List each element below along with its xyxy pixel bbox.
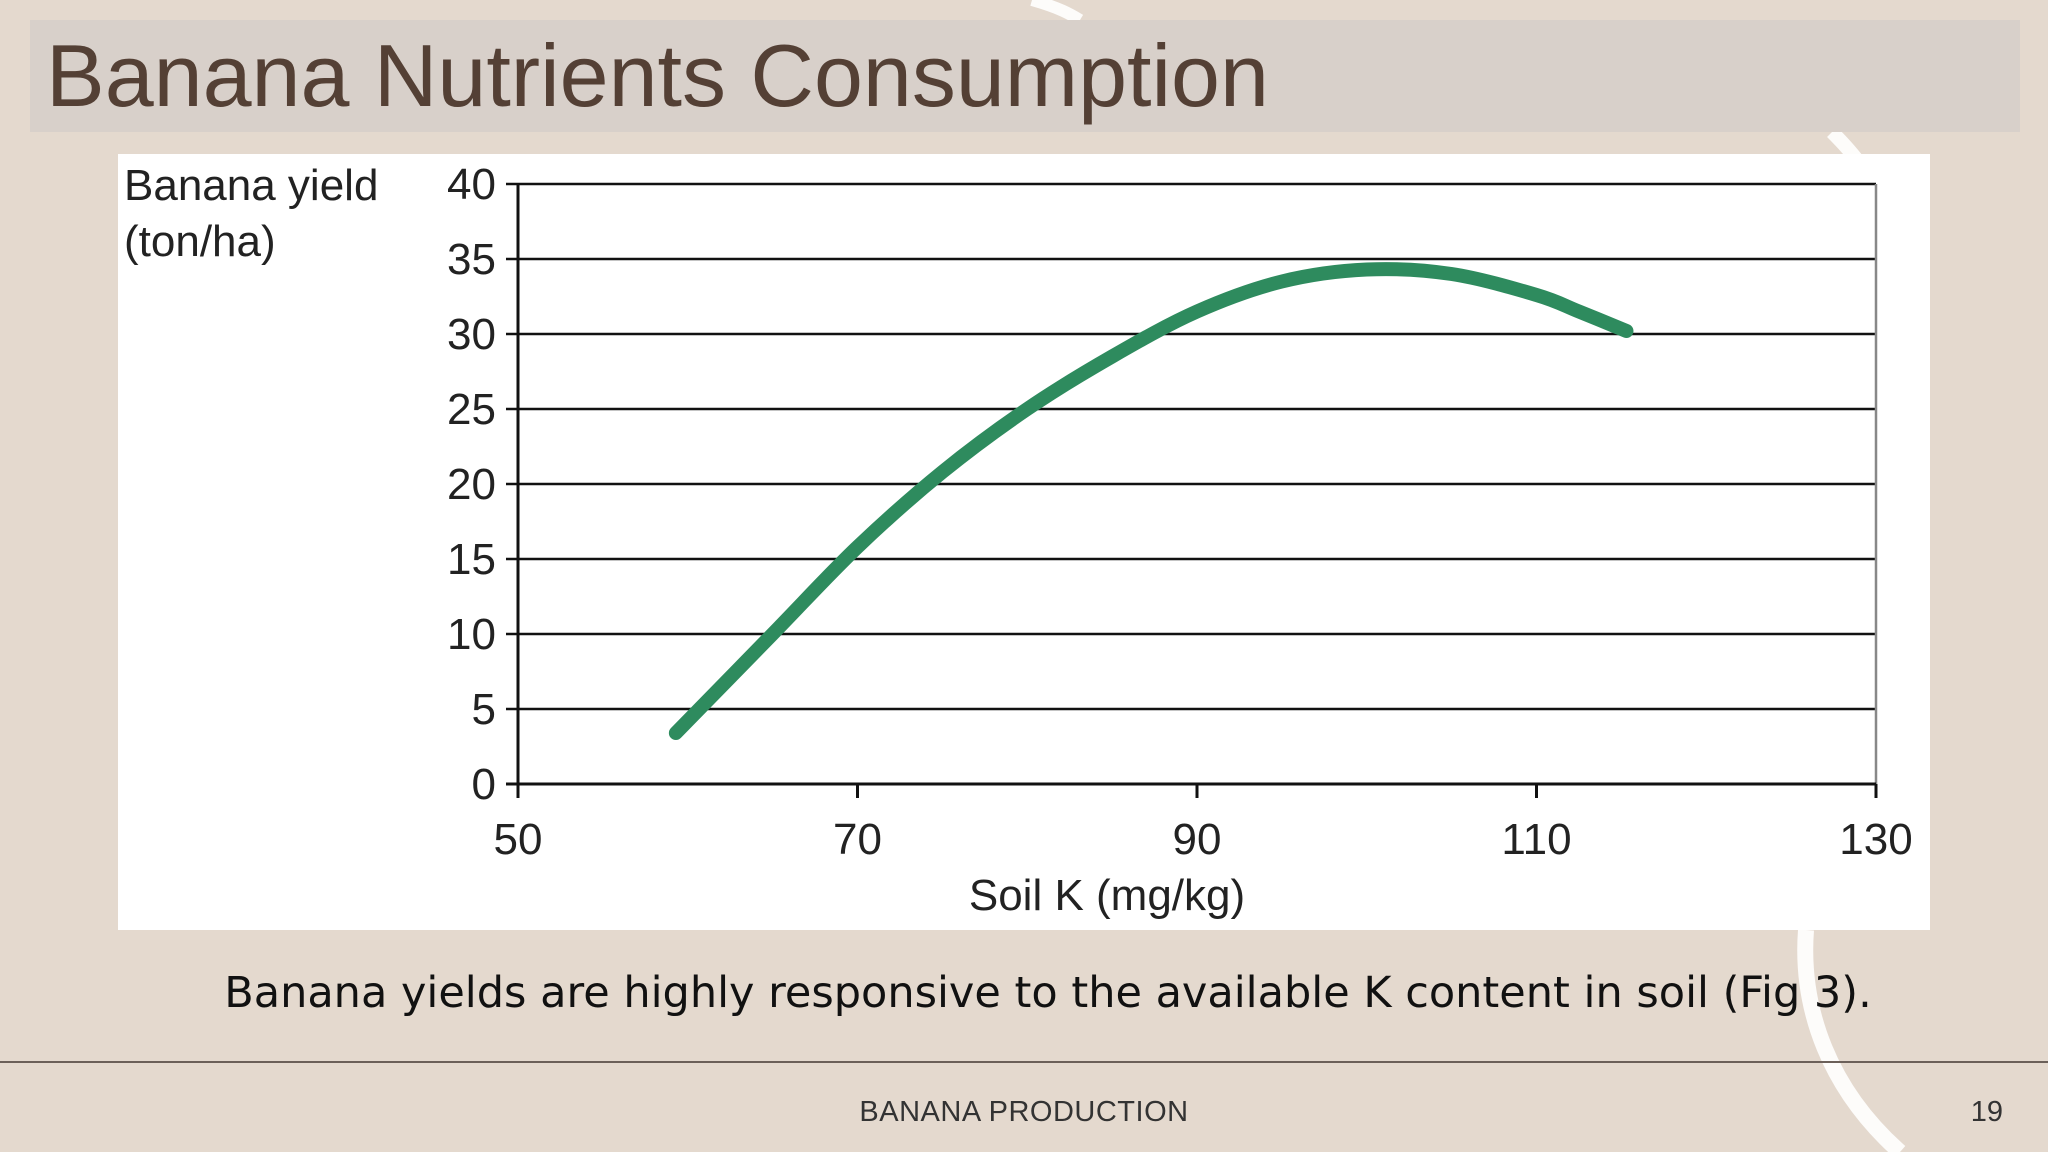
y-axis-label-line1: Banana yield [124, 161, 378, 210]
tick-labels: 0 5 10 15 20 25 30 35 40 50 70 90 110 130 [447, 160, 1913, 864]
title-band [30, 20, 2020, 132]
yield-curve [668, 262, 1634, 740]
y-axis-label-line2: (ton/ha) [124, 217, 276, 266]
footer-divider [0, 1061, 2048, 1063]
x-tick-label: 110 [1501, 815, 1571, 864]
x-tick-label: 50 [494, 815, 543, 864]
x-axis-label: Soil K (mg/kg) [969, 871, 1245, 920]
grid-lines [506, 182, 1876, 711]
chart-panel: 0 5 10 15 20 25 30 35 40 50 70 90 110 130 Banana yiel… [118, 154, 1930, 930]
y-tick-label: 20 [447, 460, 496, 509]
page-number: 19 [1970, 1096, 2003, 1128]
y-tick-label: 25 [447, 385, 496, 434]
y-tick-label: 40 [447, 160, 496, 209]
x-tick-label: 70 [833, 815, 882, 864]
footer-text: BANANA PRODUCTION [859, 1096, 1189, 1128]
axes [506, 184, 1878, 798]
x-tick-label: 90 [1173, 815, 1222, 864]
y-tick-label: 0 [472, 760, 496, 809]
yield-chart: 0 5 10 15 20 25 30 35 40 50 70 90 110 130 Banana yiel… [124, 160, 1913, 920]
x-tick-label: 130 [1839, 815, 1912, 864]
y-tick-label: 30 [447, 310, 496, 359]
y-tick-label: 5 [472, 685, 496, 734]
y-tick-label: 15 [447, 535, 496, 584]
slide-title: Banana Nutrients Consumption [46, 26, 1269, 125]
y-tick-label: 35 [447, 235, 496, 284]
slide-caption: Banana yields are highly responsive to t… [224, 968, 1872, 1018]
y-tick-label: 10 [447, 610, 496, 659]
